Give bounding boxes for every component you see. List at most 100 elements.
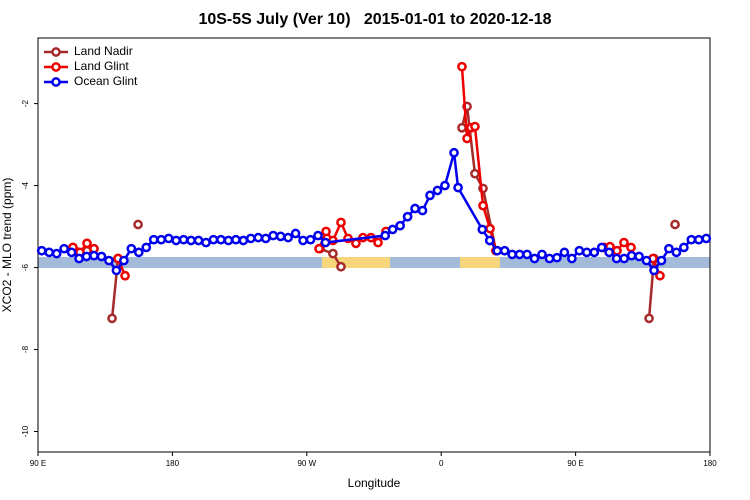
data-point	[634, 251, 644, 262]
data-point	[679, 242, 689, 253]
data-point	[133, 247, 144, 258]
legend-label: Land Glint	[74, 59, 129, 73]
data-point	[537, 249, 547, 260]
y-tick-label: -8	[21, 345, 30, 353]
y-axis-label: XCO2 - MLO trend (ppm)	[0, 178, 14, 313]
surface-mask	[38, 257, 710, 268]
data-point	[619, 253, 629, 264]
data-point	[336, 217, 346, 228]
data-point	[626, 242, 636, 253]
x-tick-label: 90 E	[567, 459, 583, 468]
series	[68, 101, 680, 324]
data-point	[544, 253, 555, 264]
y-tick-label: -10	[21, 425, 30, 437]
data-point	[141, 242, 152, 253]
data-point	[485, 223, 495, 234]
data-point	[59, 243, 69, 254]
data-point	[693, 234, 704, 245]
data-point	[567, 253, 577, 264]
data-point	[522, 249, 532, 260]
data-point	[66, 247, 77, 258]
data-point	[417, 205, 428, 216]
data-point	[231, 234, 241, 245]
data-point	[440, 180, 450, 191]
data-point	[245, 233, 256, 244]
data-point	[119, 255, 129, 266]
legend-label: Ocean Glint	[74, 74, 138, 88]
data-point	[477, 224, 488, 235]
data-point	[552, 252, 562, 263]
data-point	[328, 248, 338, 259]
data-point	[275, 231, 286, 242]
data-point	[44, 247, 55, 258]
y-tick-label: -4	[21, 181, 30, 189]
data-point	[74, 253, 84, 264]
y-tick-label: -2	[21, 99, 30, 107]
data-point	[171, 235, 181, 246]
data-point	[82, 238, 92, 249]
data-point	[387, 224, 398, 235]
data-point	[470, 121, 480, 132]
data-point	[133, 219, 143, 230]
data-point	[163, 233, 174, 244]
data-point	[457, 122, 467, 133]
data-point	[107, 313, 117, 324]
land-band	[460, 257, 500, 268]
data-point	[336, 261, 346, 272]
data-point	[89, 250, 99, 261]
data-point	[186, 235, 196, 246]
data-point	[260, 233, 271, 244]
plot-frame	[37, 37, 711, 453]
data-point	[581, 247, 592, 258]
data-point	[432, 185, 443, 196]
data-point	[644, 313, 654, 324]
data-point	[402, 211, 413, 222]
data-point	[178, 234, 189, 245]
data-point	[457, 61, 467, 72]
data-point	[484, 235, 495, 246]
data-point	[81, 251, 92, 262]
data-point	[656, 255, 667, 266]
data-point	[351, 238, 361, 249]
data-point	[395, 220, 405, 231]
legend-marker	[51, 77, 61, 87]
data-point	[313, 230, 323, 241]
data-point	[298, 235, 308, 246]
data-point	[410, 203, 420, 214]
data-point	[314, 243, 324, 254]
data-point	[193, 235, 204, 246]
data-point	[492, 245, 503, 256]
data-point	[478, 200, 488, 211]
data-point	[373, 237, 383, 248]
data-point	[51, 248, 62, 259]
data-point	[201, 237, 211, 248]
legend-label: Land Nadir	[74, 44, 133, 58]
data-point	[686, 234, 697, 245]
data-point	[290, 228, 301, 239]
x-tick-label: 180	[703, 459, 717, 468]
chart-title: 10S-5S July (Ver 10) 2015-01-01 to 2020-…	[198, 11, 551, 28]
x-tick-label: 0	[439, 459, 444, 468]
data-point	[507, 249, 517, 260]
data-point	[321, 226, 331, 237]
data-point	[283, 232, 293, 243]
data-point	[449, 147, 459, 158]
data-point	[156, 234, 167, 245]
data-point	[470, 168, 480, 179]
data-point	[238, 235, 249, 246]
data-point	[380, 230, 391, 241]
data-point	[514, 249, 525, 260]
x-axis-label: Longitude	[348, 476, 401, 490]
y-tick-label: -6	[21, 263, 30, 271]
data-point	[596, 242, 607, 253]
x-tick-label: 90 E	[30, 459, 46, 468]
data-point	[36, 245, 47, 256]
data-point	[670, 219, 680, 230]
x-tick-label: 90 W	[297, 459, 316, 468]
data-point	[253, 232, 264, 243]
data-point	[425, 190, 435, 201]
data-point	[216, 234, 226, 245]
data-point	[611, 253, 622, 264]
